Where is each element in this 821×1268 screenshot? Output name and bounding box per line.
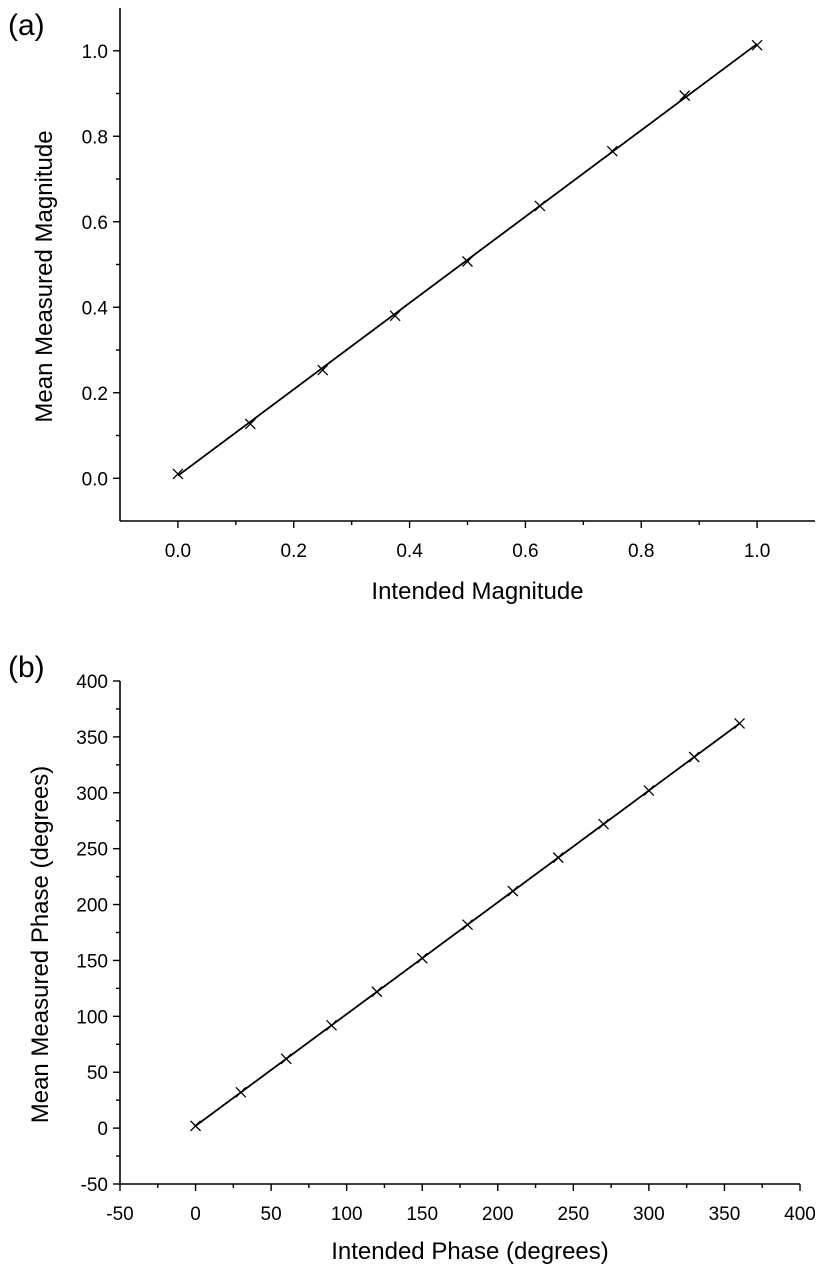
data-point-marker bbox=[534, 200, 546, 212]
y-tick-label: 50 bbox=[87, 1063, 108, 1084]
y-tick-label: 0.2 bbox=[82, 384, 108, 405]
data-point-marker bbox=[507, 885, 519, 897]
data-point-marker bbox=[172, 468, 184, 480]
data-point-marker-stroke bbox=[552, 852, 564, 864]
data-point-marker bbox=[389, 310, 401, 322]
data-point-marker bbox=[190, 1120, 202, 1132]
y-tick-label: 0.8 bbox=[82, 127, 108, 148]
x-tick-label: -50 bbox=[106, 1204, 133, 1225]
data-point-marker bbox=[643, 785, 655, 797]
data-point-marker-stroke bbox=[190, 1120, 202, 1132]
y-axis-label: Mean Measured Phase (degrees) bbox=[27, 766, 54, 1124]
x-tick-label: 150 bbox=[406, 1204, 438, 1225]
data-point-marker-stroke bbox=[688, 751, 700, 763]
data-point-marker bbox=[317, 364, 329, 376]
data-point-marker bbox=[235, 1086, 247, 1098]
data-point-marker bbox=[462, 919, 474, 931]
data-point-marker-stroke bbox=[172, 468, 184, 480]
y-axis-label: Mean Measured Magnitude bbox=[31, 130, 58, 422]
data-point-marker-stroke bbox=[534, 200, 546, 212]
data-point-marker-stroke bbox=[416, 952, 428, 964]
x-tick-label: 0.8 bbox=[628, 541, 654, 562]
panel-b-chart: -50 0 50 100 150 200 250 300 350 400 -50 0 50 100 150 2… bbox=[8, 651, 816, 1265]
data-point-marker bbox=[280, 1053, 292, 1065]
x-tick-label: 350 bbox=[709, 1204, 741, 1225]
y-tick-label: 0 bbox=[97, 1119, 108, 1140]
y-tick-label: 0.0 bbox=[82, 469, 108, 490]
x-tick-label: 0.4 bbox=[396, 541, 423, 562]
y-tick-label: 250 bbox=[76, 840, 108, 861]
x-tick-label: 200 bbox=[482, 1204, 514, 1225]
data-point-marker-stroke bbox=[371, 986, 383, 998]
data-point-marker-stroke bbox=[598, 818, 610, 830]
y-tick-label: 350 bbox=[76, 728, 108, 749]
data-point-marker-stroke bbox=[235, 1086, 247, 1098]
x-tick-label: 250 bbox=[557, 1204, 589, 1225]
data-point-marker bbox=[606, 145, 618, 157]
y-tick-label: 100 bbox=[76, 1007, 108, 1028]
data-point-marker-stroke bbox=[462, 256, 473, 267]
data-point-marker-stroke bbox=[643, 785, 655, 797]
data-point-marker-stroke bbox=[734, 718, 746, 729]
x-tick-label: 0.6 bbox=[512, 541, 538, 562]
data-point-marker bbox=[679, 90, 691, 102]
data-point-marker bbox=[326, 1019, 338, 1031]
data-point-marker bbox=[688, 751, 700, 763]
data-point-marker-stroke bbox=[507, 885, 519, 897]
y-tick-label: 200 bbox=[76, 896, 108, 917]
y-tick-label: 400 bbox=[76, 672, 108, 693]
x-axis-label: Intended Phase (degrees) bbox=[331, 1238, 609, 1265]
y-tick-label: 150 bbox=[76, 951, 108, 972]
panel-label: (a) bbox=[8, 9, 45, 42]
data-point-marker-stroke bbox=[280, 1053, 292, 1065]
x-tick-label: 1.0 bbox=[744, 541, 770, 562]
y-tick-label: 300 bbox=[76, 784, 108, 805]
x-tick-label: 0.0 bbox=[165, 541, 191, 562]
x-tick-label: 400 bbox=[784, 1204, 816, 1225]
data-point-marker bbox=[244, 418, 256, 430]
data-point-marker bbox=[552, 852, 564, 864]
x-tick-label: 50 bbox=[261, 1204, 282, 1225]
data-point-marker-stroke bbox=[244, 418, 256, 430]
y-tick-label: -50 bbox=[81, 1175, 108, 1196]
data-point-marker-stroke bbox=[679, 90, 691, 102]
x-tick-label: 0 bbox=[190, 1204, 201, 1225]
x-tick-label: 300 bbox=[633, 1204, 665, 1225]
data-point-marker-stroke bbox=[606, 145, 618, 157]
x-tick-label: 100 bbox=[331, 1204, 363, 1225]
data-point-marker bbox=[598, 818, 610, 830]
data-point-marker bbox=[416, 952, 428, 964]
data-point-marker bbox=[462, 256, 473, 267]
panel-a-chart: 0.0 0.2 0.4 0.6 0.8 1.0 0.0 0.2 0.4 0.6 0.8 1.0 Inte… bbox=[8, 8, 815, 605]
x-axis-label: Intended Magnitude bbox=[371, 578, 583, 605]
y-tick-label: 1.0 bbox=[82, 42, 108, 63]
data-point-marker bbox=[734, 718, 746, 729]
panel-label: (b) bbox=[8, 651, 45, 684]
data-point-marker-stroke bbox=[389, 310, 401, 322]
data-point-marker bbox=[371, 986, 383, 998]
fit-line bbox=[177, 43, 758, 477]
data-point-marker-stroke bbox=[326, 1019, 338, 1031]
data-point-marker-stroke bbox=[317, 364, 329, 376]
y-tick-label: 0.6 bbox=[82, 213, 108, 234]
x-tick-label: 0.2 bbox=[281, 541, 307, 562]
data-point-marker-stroke bbox=[462, 919, 474, 931]
data-point-marker bbox=[751, 39, 763, 51]
y-tick-label: 0.4 bbox=[82, 298, 109, 319]
data-point-marker-stroke bbox=[751, 39, 763, 51]
